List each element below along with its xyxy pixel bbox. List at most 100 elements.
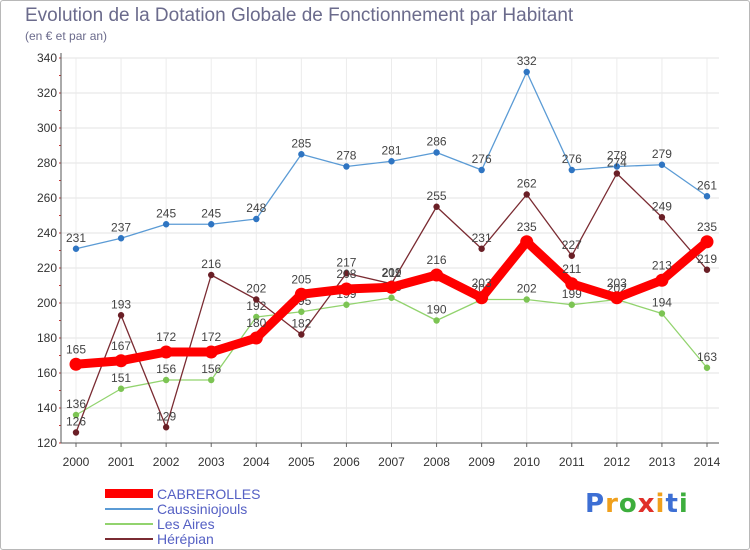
legend-swatch-herepian — [105, 537, 153, 540]
x-tick-label: 2007 — [378, 455, 405, 469]
data-label-les-aires: 202 — [517, 282, 537, 296]
data-point-caussiniojouls — [162, 221, 170, 228]
legend-item-cabrerolles[interactable]: CABREROLLES — [105, 485, 261, 502]
data-point-cabrerolles — [565, 277, 579, 291]
data-label-cabrerolles: 203 — [472, 276, 492, 290]
legend-item-caussiniojouls[interactable]: Caussiniojouls — [105, 500, 248, 517]
y-tick-label: 300 — [37, 121, 57, 135]
data-point-les-aires — [298, 308, 305, 315]
data-label-herepian: 202 — [246, 282, 266, 296]
x-tick-label: 2012 — [604, 455, 631, 469]
data-label-herepian: 193 — [111, 297, 131, 311]
x-tick-label: 2001 — [108, 455, 135, 469]
data-label-cabrerolles: 165 — [66, 342, 86, 356]
data-label-caussiniojouls: 276 — [472, 152, 492, 166]
data-label-herepian: 255 — [427, 189, 447, 203]
data-label-herepian: 182 — [291, 317, 311, 331]
logo-letter: x — [637, 489, 656, 519]
data-point-caussiniojouls — [703, 193, 711, 200]
y-tick-label: 320 — [37, 86, 57, 100]
proxiti-logo: Proxiti — [585, 489, 689, 519]
data-point-caussiniojouls — [253, 215, 260, 223]
data-point-caussiniojouls — [523, 68, 530, 76]
x-tick-label: 2013 — [649, 455, 676, 469]
data-point-cabrerolles — [249, 331, 263, 345]
data-point-caussiniojouls — [117, 235, 125, 242]
x-tick-label: 2009 — [468, 455, 495, 469]
data-label-herepian: 217 — [336, 255, 356, 269]
x-tick-label: 2003 — [198, 455, 225, 469]
data-point-caussiniojouls — [343, 163, 350, 170]
x-tick-label: 2006 — [333, 455, 360, 469]
data-label-cabrerolles: 172 — [201, 330, 221, 344]
data-label-herepian: 274 — [607, 156, 627, 170]
x-tick-label: 2002 — [153, 455, 180, 469]
data-label-caussiniojouls: 332 — [517, 54, 537, 68]
y-tick-label: 160 — [37, 366, 57, 380]
data-label-les-aires: 199 — [562, 287, 582, 301]
x-tick-label: 2005 — [288, 455, 315, 469]
data-label-caussiniojouls: 286 — [427, 135, 447, 149]
x-tick-label: 2014 — [694, 455, 721, 469]
data-label-herepian: 126 — [66, 415, 86, 429]
data-point-les-aires — [162, 376, 170, 384]
data-point-caussiniojouls — [72, 245, 80, 252]
data-label-les-aires: 163 — [697, 350, 717, 364]
data-point-les-aires — [703, 364, 711, 371]
data-label-cabrerolles: 209 — [381, 265, 401, 279]
data-label-herepian: 211 — [382, 266, 401, 280]
data-label-les-aires: 156 — [201, 362, 221, 376]
x-tick-label: 2004 — [243, 455, 270, 469]
data-label-cabrerolles: 211 — [562, 262, 581, 276]
legend-label-cabrerolles: CABREROLLES — [157, 485, 261, 502]
y-tick-label: 140 — [37, 401, 57, 415]
data-point-cabrerolles — [339, 282, 353, 296]
data-point-caussiniojouls — [568, 166, 575, 174]
y-tick-label: 260 — [37, 191, 57, 205]
data-label-cabrerolles: 235 — [517, 220, 537, 234]
data-point-herepian — [658, 214, 666, 221]
data-point-caussiniojouls — [478, 166, 485, 174]
data-point-herepian — [298, 331, 305, 338]
data-label-caussiniojouls: 285 — [291, 136, 311, 150]
data-label-caussiniojouls: 261 — [697, 178, 717, 192]
data-label-cabrerolles: 180 — [246, 316, 266, 330]
data-label-caussiniojouls: 245 — [156, 206, 176, 220]
data-point-cabrerolles — [294, 287, 308, 301]
y-tick-label: 180 — [37, 331, 57, 345]
data-point-cabrerolles — [430, 268, 444, 282]
data-label-cabrerolles: 235 — [697, 220, 717, 234]
data-label-herepian: 129 — [156, 409, 176, 423]
logo-letter: t — [665, 489, 679, 519]
data-point-les-aires — [208, 376, 215, 384]
x-tick-label: 2010 — [513, 455, 540, 469]
legend-item-herepian[interactable]: Hérépian — [105, 530, 214, 547]
data-point-les-aires — [433, 317, 440, 324]
data-point-herepian — [613, 170, 621, 177]
y-tick-label: 280 — [37, 156, 57, 170]
y-tick-label: 200 — [37, 296, 57, 310]
legend-item-les-aires[interactable]: Les Aires — [105, 516, 215, 532]
data-point-herepian — [343, 270, 350, 277]
data-label-caussiniojouls: 231 — [66, 231, 86, 245]
legend-label-herepian: Hérépian — [157, 530, 214, 547]
data-point-cabrerolles — [69, 357, 83, 371]
data-point-les-aires — [523, 296, 530, 303]
data-label-les-aires: 151 — [111, 371, 131, 385]
logo-letter: r — [605, 489, 619, 519]
logo-letter: P — [585, 489, 606, 519]
data-label-caussiniojouls: 278 — [607, 149, 627, 163]
legend-label-caussiniojouls: Caussiniojouls — [157, 500, 248, 517]
x-tick-label: 2011 — [559, 455, 585, 469]
data-point-caussiniojouls — [433, 149, 440, 156]
y-tick-label: 340 — [37, 51, 57, 65]
data-point-cabrerolles — [700, 235, 714, 249]
data-point-herepian — [478, 245, 485, 252]
data-point-cabrerolles — [610, 291, 624, 305]
y-tick-label: 220 — [37, 261, 57, 275]
data-label-herepian: 231 — [472, 231, 492, 245]
data-point-caussiniojouls — [388, 158, 395, 165]
data-label-herepian: 227 — [562, 238, 582, 252]
